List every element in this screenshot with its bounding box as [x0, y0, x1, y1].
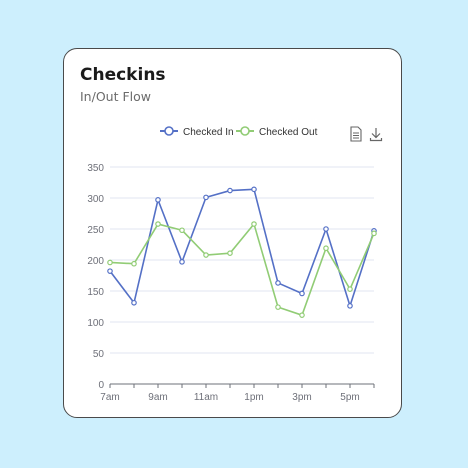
data-point — [371, 230, 377, 237]
data-point — [323, 245, 329, 252]
data-point — [251, 186, 257, 193]
x-tick-label: 1pm — [244, 392, 263, 403]
data-point — [203, 194, 209, 201]
data-point — [323, 226, 329, 232]
series-line-0 — [109, 188, 375, 307]
data-point — [347, 286, 353, 292]
data-point — [227, 250, 233, 256]
x-tick-label: 5pm — [340, 392, 359, 403]
legend-marker — [240, 126, 250, 136]
data-point — [227, 187, 233, 194]
x-tick-label: 11am — [194, 392, 218, 403]
line-chart: 0 50 100 150 200 250 300 350 7am 9am 11am 1pm 3pm 5pm… — [87, 126, 377, 403]
y-tick-label: 100 — [87, 318, 104, 329]
data-point — [203, 252, 209, 258]
y-tick-label: 0 — [98, 380, 104, 391]
y-tick-label: 250 — [87, 225, 104, 236]
legend-label: Checked Out — [259, 127, 318, 138]
download-icon[interactable] — [369, 126, 383, 142]
data-point — [347, 303, 353, 309]
data-point — [131, 260, 137, 267]
y-tick-label: 150 — [87, 287, 104, 298]
data-point — [131, 299, 137, 306]
legend-label: Checked In — [183, 127, 234, 138]
data-point — [299, 312, 305, 318]
data-point — [107, 259, 113, 266]
y-tick-label: 300 — [87, 194, 104, 205]
series-line-1 — [109, 223, 375, 316]
chart-card: Checkins In/Out Flow 0 50 100 150 200 250 300 3… — [63, 48, 402, 418]
data-point — [251, 221, 257, 227]
data-point — [155, 197, 161, 203]
data-point — [107, 268, 113, 274]
x-tick-label: 9am — [148, 392, 167, 403]
y-tick-label: 350 — [87, 163, 104, 174]
chart-title: Checkins — [80, 65, 166, 85]
legend-marker — [164, 126, 174, 136]
chart-subtitle: In/Out Flow — [80, 89, 151, 104]
data-point — [179, 227, 185, 234]
data-point — [155, 221, 161, 227]
data-point — [275, 280, 281, 286]
y-tick-label: 200 — [87, 256, 104, 267]
x-tick-label: 7am — [100, 392, 119, 403]
data-point — [275, 304, 281, 310]
data-point — [299, 290, 305, 297]
document-icon[interactable] — [349, 126, 363, 142]
data-point — [179, 259, 185, 265]
y-tick-label: 50 — [93, 349, 105, 360]
x-tick-label: 3pm — [292, 392, 311, 403]
